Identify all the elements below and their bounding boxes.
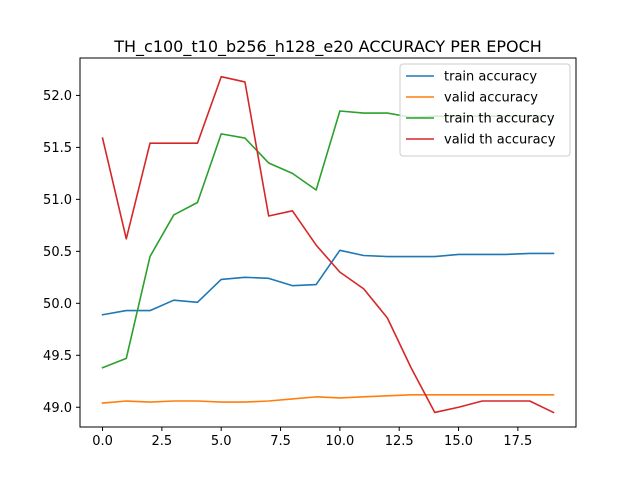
y-tick-label: 49.0 xyxy=(43,401,72,416)
axes-frame xyxy=(79,57,577,428)
x-tick-label: 17.5 xyxy=(503,434,532,449)
legend-label: valid th accuracy xyxy=(444,133,556,148)
x-tick-label: 0.0 xyxy=(92,434,113,449)
x-tick-label: 2.5 xyxy=(152,434,173,449)
y-tick-label: 51.0 xyxy=(43,193,72,208)
legend-label: train accuracy xyxy=(444,70,537,85)
legend-label: valid accuracy xyxy=(444,91,538,106)
y-tick-label: 49.5 xyxy=(43,349,72,364)
y-tick-label: 50.0 xyxy=(43,297,72,312)
y-tick-label: 50.5 xyxy=(43,245,72,260)
x-tick-label: 15.0 xyxy=(444,434,473,449)
x-tick-label: 12.5 xyxy=(385,434,414,449)
axes: 0.0 2.5 5.0 7.5 10.0 12.5 15.0 17.5 49.0 49.5 50.0… xyxy=(43,57,577,449)
legend: train accuracy valid accuracy train th acc… xyxy=(399,63,571,157)
series-line-train-accuracy xyxy=(101,249,555,316)
legend-label: train th accuracy xyxy=(444,112,555,127)
y-tick-label: 52.0 xyxy=(43,89,72,104)
x-tick-label: 7.5 xyxy=(270,434,291,449)
series-line-valid-accuracy xyxy=(101,393,555,404)
legend-box xyxy=(399,63,571,157)
x-tick-label: 10.0 xyxy=(325,434,354,449)
chart-title: TH_c100_t10_b256_h128_e20 ACCURACY PER E… xyxy=(113,37,542,57)
x-tick-label: 5.0 xyxy=(211,434,232,449)
series-line-valid-th-accuracy xyxy=(101,75,555,414)
y-tick-label: 51.5 xyxy=(43,141,72,156)
